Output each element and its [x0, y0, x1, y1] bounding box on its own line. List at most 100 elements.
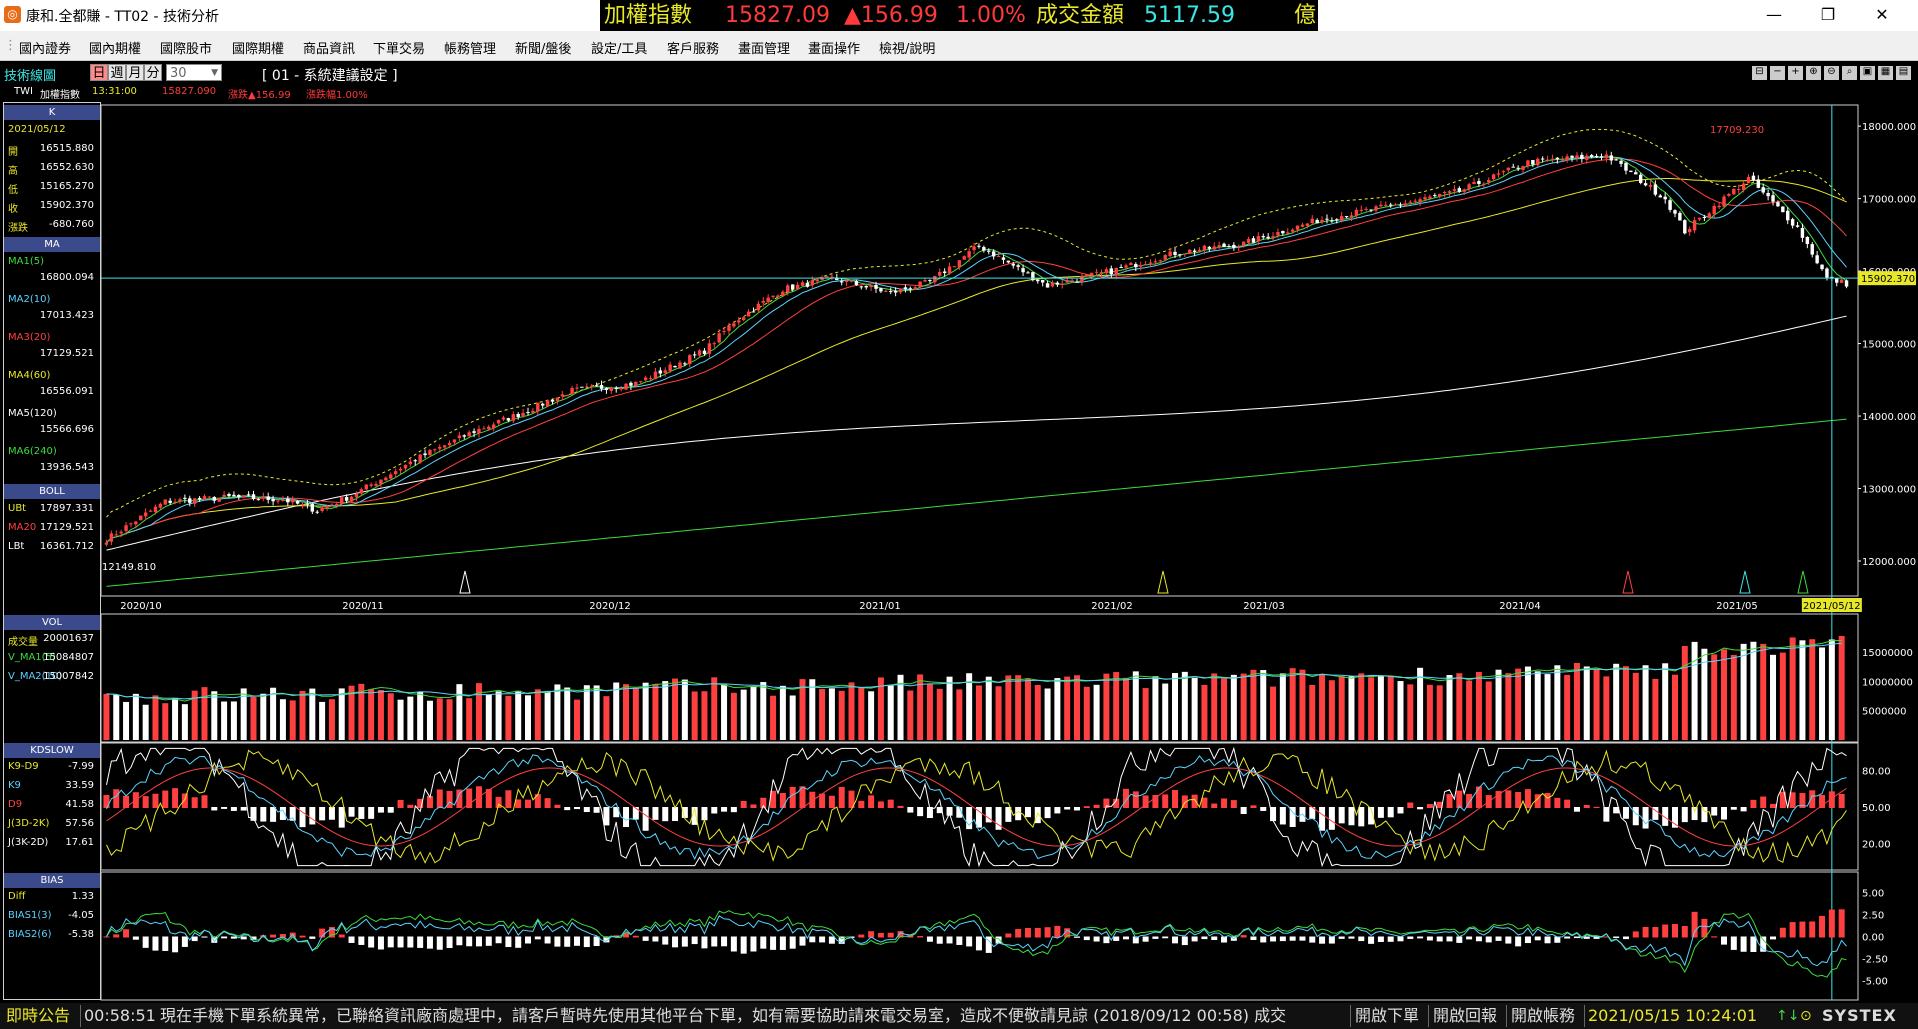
- candle-body: [482, 428, 486, 430]
- kd-diff-bar: [1446, 794, 1453, 808]
- bias-diff-bar: [1005, 933, 1012, 938]
- candle-body: [516, 413, 520, 418]
- minute-select[interactable]: 30 ▼: [166, 64, 222, 81]
- grid-icon[interactable]: ▦: [1878, 66, 1893, 80]
- menu-item-intl-futures[interactable]: 國際期權: [232, 42, 285, 57]
- candle-body: [1437, 194, 1442, 197]
- candle-body: [1477, 181, 1481, 184]
- candle-body: [1418, 199, 1422, 203]
- plus-icon[interactable]: +: [1788, 66, 1803, 80]
- menu-item-settings[interactable]: 設定/工具: [591, 42, 648, 57]
- volume-bar: [1466, 680, 1473, 740]
- kd-diff-bar: [1701, 807, 1708, 823]
- menu-item-news[interactable]: 新聞/盤後: [515, 42, 572, 57]
- kd-diff-bar: [152, 793, 159, 808]
- kd-diff-bar: [1221, 798, 1228, 808]
- settings-icon[interactable]: ▤: [1896, 66, 1911, 80]
- volume-bar: [1240, 673, 1247, 740]
- bias-diff-bar: [1564, 936, 1571, 939]
- candle-body: [1786, 210, 1790, 221]
- open-order-button[interactable]: 開啟下單: [1355, 1006, 1420, 1025]
- menu-item-order[interactable]: 下單交易: [373, 42, 426, 57]
- minus-icon[interactable]: −: [1770, 66, 1785, 80]
- bias-diff-bar: [495, 936, 502, 944]
- kd-label: D9: [8, 799, 23, 810]
- candle-body: [442, 445, 447, 448]
- announce-time: 00:58:51: [84, 1006, 156, 1025]
- period-day-button[interactable]: 日: [90, 64, 108, 81]
- kd-diff-bar: [1093, 804, 1100, 808]
- kd-diff-bar: [1789, 792, 1796, 808]
- restore-button[interactable]: ❐: [1820, 5, 1836, 24]
- bias-diff-bar: [1691, 911, 1698, 938]
- menu-item-intl-stocks[interactable]: 國際股市: [160, 42, 213, 57]
- volume-bar: [1593, 669, 1600, 740]
- candle-body: [590, 385, 594, 388]
- menu-item-screen-ops[interactable]: 畫面操作: [808, 42, 861, 57]
- crosshair-icon[interactable]: ⊟: [1752, 66, 1767, 80]
- candle-body: [1717, 205, 1721, 208]
- kd-label: K9: [8, 780, 21, 791]
- candle-body: [947, 266, 952, 274]
- menu-item-domestic-securities[interactable]: 國內證券: [19, 42, 72, 57]
- candle-body: [688, 355, 692, 365]
- bias2-line: [106, 910, 1847, 978]
- bias-diff-bar: [1515, 936, 1522, 947]
- zoom-out-icon[interactable]: ⊖: [1824, 66, 1839, 80]
- candle-body: [1692, 220, 1697, 231]
- menu-item-product-info[interactable]: 商品資訊: [303, 42, 356, 57]
- candle-body: [859, 286, 864, 288]
- period-week-button[interactable]: 週: [108, 64, 126, 81]
- open-report-button[interactable]: 開啟回報: [1433, 1006, 1498, 1025]
- bias-diff-bar: [1730, 936, 1737, 950]
- menu-item-screen-manage[interactable]: 畫面管理: [738, 42, 791, 57]
- menu-item-account[interactable]: 帳務管理: [444, 42, 497, 57]
- kd-chart: 80.00 50.00 20.00: [103, 746, 1891, 868]
- ohlc-value: 15165.270: [39, 181, 94, 192]
- candle-body: [1462, 189, 1466, 192]
- volume-bar: [819, 689, 826, 740]
- kd-label: J(3K-2D): [8, 837, 49, 848]
- candle-body: [1374, 206, 1378, 211]
- bias-diff-bar: [1142, 936, 1149, 942]
- candle-body: [1609, 155, 1613, 161]
- candle-body: [1550, 158, 1555, 160]
- close-button[interactable]: ✕: [1875, 5, 1889, 24]
- menu-item-domestic-futures[interactable]: 國內期權: [89, 42, 142, 57]
- menu-item-help[interactable]: 檢視/說明: [879, 42, 936, 57]
- zoom-in-icon[interactable]: ⊕: [1806, 66, 1821, 80]
- volume-bar: [1093, 684, 1100, 740]
- period-month-button[interactable]: 月: [126, 64, 144, 81]
- kd-diff-bar: [868, 795, 875, 808]
- candle-body: [1271, 236, 1275, 238]
- candle-body: [1114, 267, 1118, 276]
- period-minute-button[interactable]: 分: [144, 64, 162, 81]
- bias-diff-bar: [721, 936, 728, 947]
- candle-body: [1634, 172, 1638, 175]
- setting-name[interactable]: [ 01 - 系統建議設定 ]: [262, 68, 398, 84]
- bias-diff-bar: [132, 936, 139, 940]
- ma-label: MA2(10): [8, 294, 51, 305]
- kd-diff-bar: [1319, 807, 1326, 831]
- ma-label: MA3(20): [8, 332, 51, 343]
- candle-body: [746, 311, 751, 317]
- save-icon[interactable]: ▣: [1860, 66, 1875, 80]
- volume-bar: [1573, 663, 1580, 740]
- candle-body: [663, 370, 667, 374]
- minimize-button[interactable]: —: [1766, 5, 1782, 24]
- search-icon[interactable]: ⌕: [1842, 66, 1857, 80]
- kd-diff-bar: [368, 807, 375, 819]
- kd-k-line: [106, 754, 1847, 861]
- candle-body: [202, 496, 207, 500]
- candle-body: [1124, 265, 1128, 268]
- volume-bar: [1426, 684, 1433, 740]
- candle-body: [1805, 236, 1810, 244]
- open-account-button[interactable]: 開啟帳務: [1511, 1006, 1576, 1025]
- bias-diff-bar: [701, 936, 708, 949]
- volume-bar: [1044, 688, 1051, 740]
- menu-item-service[interactable]: 客戶服務: [667, 42, 720, 57]
- vol-value: 15007842: [43, 671, 94, 682]
- bias-diff-bar: [1662, 924, 1669, 938]
- signal-icon: ↑↓: [1776, 1008, 1800, 1024]
- vol-label: V_MA2(10): [8, 671, 63, 682]
